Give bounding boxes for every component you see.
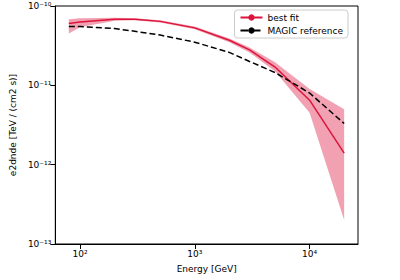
svg-text:10⁻¹³: 10⁻¹³ [28, 239, 52, 249]
svg-text:10⁴: 10⁴ [302, 249, 317, 259]
svg-text:10³: 10³ [187, 249, 202, 259]
svg-text:10²: 10² [72, 249, 87, 259]
svg-text:Energy [GeV]: Energy [GeV] [177, 264, 237, 274]
svg-text:10⁻¹²: 10⁻¹² [28, 160, 52, 170]
svg-text:MAGIC reference: MAGIC reference [267, 26, 343, 36]
svg-text:best fit: best fit [267, 13, 299, 23]
svg-text:10⁻¹⁰: 10⁻¹⁰ [28, 1, 52, 11]
svg-text:10⁻¹¹: 10⁻¹¹ [28, 80, 52, 90]
svg-text:e2dnde [TeV / (cm2 s)]: e2dnde [TeV / (cm2 s)] [8, 74, 18, 176]
